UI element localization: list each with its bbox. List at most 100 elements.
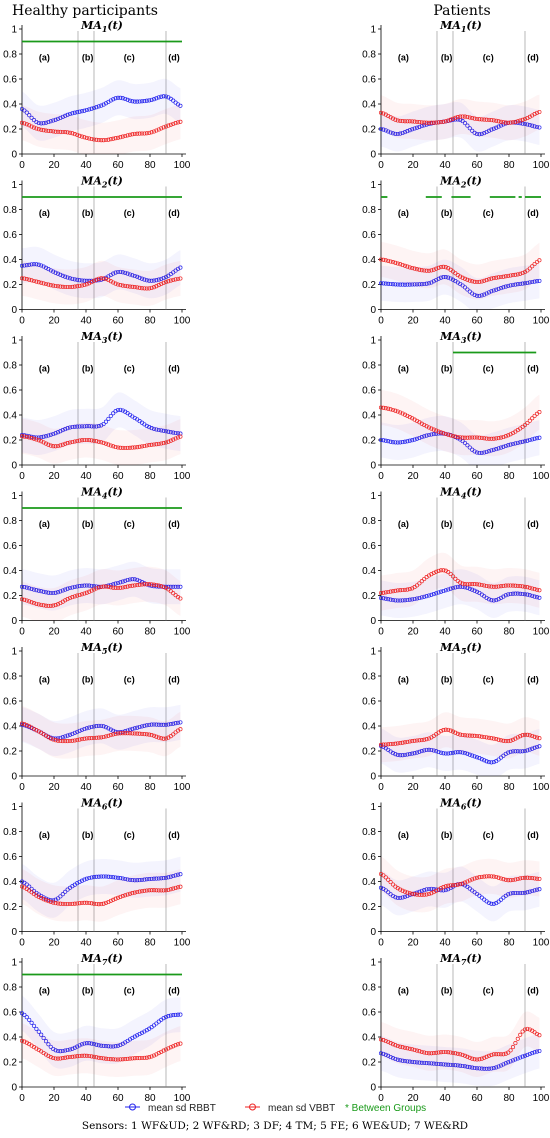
data-point (144, 1055, 149, 1060)
data-point (489, 1066, 494, 1071)
data-point (431, 267, 436, 272)
data-point (82, 726, 87, 732)
data-point (48, 443, 53, 448)
y-tick-label: 0.4 (362, 722, 376, 733)
data-point (518, 876, 523, 881)
data-point (29, 434, 34, 439)
x-tick-label: 60 (112, 316, 124, 327)
data-point (472, 582, 477, 587)
data-point (431, 120, 436, 125)
data-point (378, 437, 384, 443)
data-point (72, 730, 77, 735)
data-point (94, 105, 99, 110)
data-point (537, 736, 542, 741)
y-tick-label: 0.2 (3, 125, 17, 136)
data-point (87, 900, 92, 906)
data-point (139, 444, 145, 449)
phase-label: (a) (39, 519, 50, 529)
data-point (60, 428, 65, 433)
data-point (132, 445, 137, 450)
data-point (489, 736, 494, 741)
data-point (51, 1055, 56, 1061)
data-point (75, 593, 80, 598)
data-point (405, 587, 410, 592)
data-point (458, 1063, 463, 1068)
data-point (151, 442, 157, 447)
data-point (398, 1058, 403, 1063)
data-point (520, 281, 525, 286)
data-point (163, 736, 169, 741)
data-point (123, 893, 128, 898)
data-point (398, 410, 403, 415)
data-point (123, 729, 128, 734)
data-point (89, 1054, 94, 1059)
data-point (163, 279, 169, 285)
data-point (159, 441, 164, 446)
data-point (46, 128, 51, 133)
data-point (412, 437, 417, 442)
y-tick-label: 0.2 (362, 280, 376, 291)
data-point (139, 276, 145, 281)
data-point (67, 901, 73, 907)
data-point (58, 738, 63, 744)
data-point (171, 1044, 176, 1049)
data-point (34, 119, 39, 125)
data-point (48, 432, 53, 437)
data-point (156, 1051, 161, 1056)
data-point (426, 747, 432, 752)
data-point (498, 1063, 504, 1068)
data-point (103, 441, 109, 446)
data-point (422, 892, 427, 897)
data-point (494, 584, 499, 589)
data-point (115, 135, 121, 140)
data-point (453, 1051, 458, 1056)
data-point (381, 873, 386, 878)
data-point (477, 450, 482, 456)
x-tick-label: 40 (439, 1093, 451, 1104)
data-point (520, 1054, 525, 1059)
data-point (108, 874, 113, 879)
data-point (532, 112, 537, 117)
data-point (82, 591, 87, 596)
data-point (515, 583, 520, 588)
data-point (474, 450, 480, 455)
data-point (398, 753, 403, 758)
data-point (429, 1061, 434, 1066)
data-point (125, 731, 130, 736)
series-vbbt (378, 727, 542, 747)
data-point (496, 119, 501, 124)
data-point (173, 121, 178, 126)
data-point (414, 282, 420, 287)
data-point (510, 737, 516, 742)
data-point (446, 1062, 451, 1067)
data-point (522, 732, 528, 737)
y-tick-label: 0 (370, 927, 376, 938)
data-point (48, 899, 53, 904)
data-point (39, 1032, 44, 1037)
phase-label: (c) (124, 674, 135, 684)
data-point (498, 584, 504, 589)
y-tick-label: 0.2 (3, 1058, 17, 1069)
data-point (46, 1053, 51, 1058)
data-point (63, 1048, 68, 1053)
data-point (120, 96, 125, 101)
panel-healthy-ma6: 00.20.40.60.810 20 40 60 80 100(a) (b) (c) (d)MA… (3, 797, 191, 949)
data-point (106, 137, 111, 142)
x-tick-label: 20 (48, 782, 60, 793)
data-point (470, 1065, 475, 1070)
data-point (166, 279, 171, 284)
data-point (467, 752, 472, 757)
legend-rbbt-marker (129, 1103, 136, 1111)
data-point (163, 124, 169, 129)
y-tick-label: 0.8 (3, 672, 17, 683)
data-point (91, 724, 97, 729)
data-point (506, 273, 511, 278)
data-point (178, 276, 183, 281)
data-point (414, 1048, 420, 1053)
data-point (137, 582, 142, 587)
data-point (537, 1048, 542, 1054)
y-tick-label: 0.2 (362, 902, 376, 913)
data-point (465, 123, 470, 128)
y-tick-label: 0.4 (3, 100, 17, 111)
y-tick-label: 1 (370, 647, 376, 658)
